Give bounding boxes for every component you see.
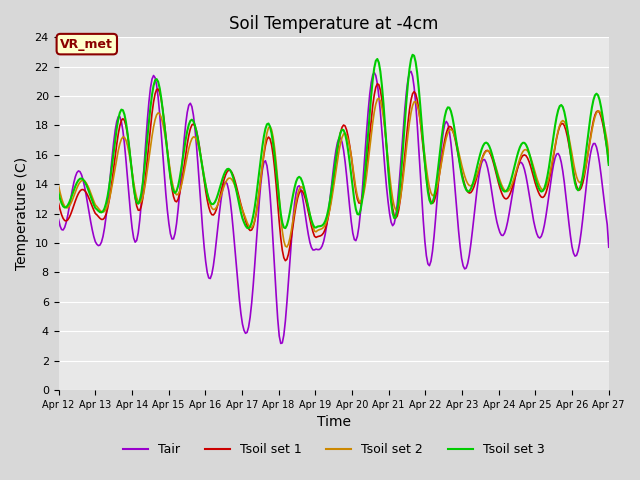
Line: Tsoil set 1: Tsoil set 1 bbox=[58, 84, 609, 261]
Tsoil set 2 bbox=[297, 184, 305, 190]
Tsoil set 3 bbox=[122, 120, 130, 125]
Tsoil set 2 bbox=[375, 96, 383, 101]
Tsoil set 2 bbox=[219, 188, 227, 193]
Legend: Tair, Tsoil set 1, Tsoil set 2, Tsoil set 3: Tair, Tsoil set 1, Tsoil set 2, Tsoil se… bbox=[118, 438, 550, 461]
Tsoil set 2 bbox=[54, 182, 62, 188]
Line: Tsoil set 2: Tsoil set 2 bbox=[58, 98, 609, 247]
Title: Soil Temperature at -4cm: Soil Temperature at -4cm bbox=[229, 15, 438, 33]
Tair bbox=[577, 229, 585, 235]
Tsoil set 3 bbox=[244, 226, 252, 231]
Tsoil set 1 bbox=[219, 182, 227, 188]
Tair bbox=[277, 340, 285, 346]
Tsoil set 1 bbox=[54, 200, 62, 206]
Tsoil set 3 bbox=[237, 210, 244, 216]
Tsoil set 2 bbox=[122, 137, 130, 143]
Tsoil set 1 bbox=[246, 228, 254, 233]
Tsoil set 1 bbox=[282, 258, 289, 264]
Tair bbox=[219, 187, 227, 193]
Tsoil set 1 bbox=[122, 123, 130, 129]
X-axis label: Time: Time bbox=[317, 415, 351, 429]
Tsoil set 2 bbox=[605, 152, 612, 157]
Tsoil set 3 bbox=[248, 220, 255, 226]
Line: Tsoil set 3: Tsoil set 3 bbox=[58, 55, 609, 228]
Tsoil set 2 bbox=[237, 203, 244, 208]
Tair bbox=[54, 216, 62, 222]
Tsoil set 1 bbox=[605, 161, 612, 167]
Tsoil set 3 bbox=[577, 181, 585, 187]
Tsoil set 1 bbox=[577, 185, 585, 191]
Text: VR_met: VR_met bbox=[60, 37, 113, 50]
Tair bbox=[237, 311, 244, 316]
Tsoil set 1 bbox=[374, 81, 381, 87]
Tsoil set 1 bbox=[237, 202, 244, 207]
Tsoil set 3 bbox=[54, 190, 62, 196]
Tsoil set 2 bbox=[246, 225, 254, 230]
Tair bbox=[297, 186, 305, 192]
Tsoil set 3 bbox=[219, 176, 227, 181]
Tair bbox=[122, 157, 130, 163]
Tair bbox=[246, 314, 254, 320]
Tair bbox=[605, 244, 612, 250]
Tsoil set 3 bbox=[297, 175, 305, 181]
Tsoil set 1 bbox=[297, 188, 305, 193]
Tsoil set 2 bbox=[577, 179, 585, 185]
Tsoil set 3 bbox=[605, 162, 612, 168]
Tair bbox=[407, 69, 415, 74]
Line: Tair: Tair bbox=[58, 72, 609, 343]
Tsoil set 2 bbox=[283, 244, 291, 250]
Y-axis label: Temperature (C): Temperature (C) bbox=[15, 157, 29, 270]
Tsoil set 3 bbox=[409, 52, 417, 58]
